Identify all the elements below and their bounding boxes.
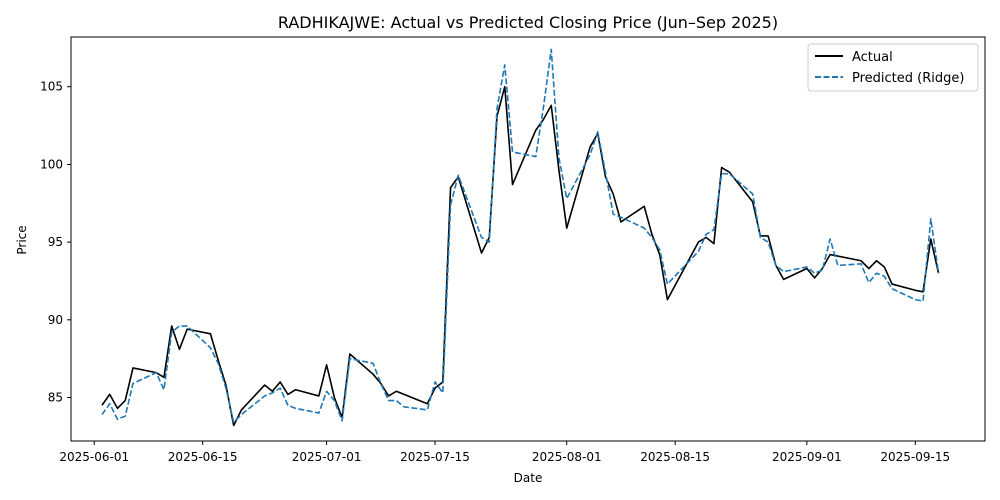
y-tick-label: 100 [40,157,63,171]
legend-label-actual: Actual [852,50,893,65]
x-axis-label: Date [514,471,543,485]
y-tick-label: 85 [48,390,63,404]
y-axis: 85 90 95 100 105 [40,80,71,404]
legend-box [807,43,979,92]
y-axis-label: Price [15,225,29,254]
plot-area-frame [70,36,986,442]
x-tick-label: 2025-06-15 [168,450,238,464]
y-tick-label: 95 [48,235,63,249]
x-tick-label: 2025-06-01 [59,450,129,464]
series-line-predicted [101,48,940,424]
legend-label-predicted: Predicted (Ridge) [852,71,964,86]
x-tick-label: 2025-09-15 [880,450,950,464]
x-axis: 2025-06-01 2025-06-15 2025-07-01 2025-07-15… [59,441,950,464]
y-tick-label: 90 [48,313,63,327]
x-tick-label: 2025-07-01 [292,450,362,464]
chart-title: RADHIKAJWE: Actual vs Predicted Closing … [278,13,778,32]
x-tick-label: 2025-07-15 [400,450,470,464]
x-tick-label: 2025-09-01 [772,450,842,464]
legend: Actual Predicted (Ridge) [807,43,979,92]
x-tick-label: 2025-08-15 [640,450,710,464]
plot-lines [101,48,940,427]
x-tick-label: 2025-08-01 [532,450,602,464]
y-tick-label: 105 [40,80,63,94]
